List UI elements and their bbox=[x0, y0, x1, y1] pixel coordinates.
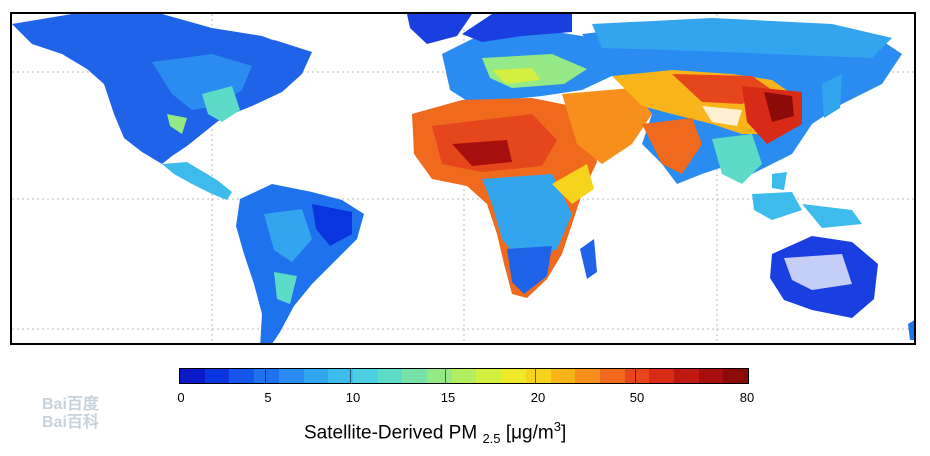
title-units-exponent: 3 bbox=[553, 419, 561, 434]
tick-label: 80 bbox=[739, 390, 755, 405]
new-zealand bbox=[908, 320, 914, 340]
colorbar-segment bbox=[525, 369, 551, 383]
colorbar-segment bbox=[575, 369, 600, 383]
south-america bbox=[236, 184, 364, 343]
tick-label: 20 bbox=[530, 390, 546, 405]
world-pm25-map bbox=[10, 12, 916, 345]
tick-label: 15 bbox=[440, 390, 456, 405]
se-asia-islands bbox=[752, 172, 862, 228]
japan bbox=[822, 74, 842, 118]
colorbar-segment bbox=[204, 369, 230, 383]
world-map-graphic bbox=[12, 14, 914, 343]
australia bbox=[770, 236, 878, 318]
colorbar-segment bbox=[501, 369, 526, 383]
europe bbox=[442, 14, 622, 104]
title-units-close: ] bbox=[560, 422, 567, 444]
colorbar-segment bbox=[180, 369, 205, 383]
colorbar-segment bbox=[402, 369, 428, 383]
tick-mark bbox=[350, 368, 351, 384]
watermark-line: Bai百科 bbox=[42, 414, 99, 431]
tick-mark bbox=[535, 368, 536, 384]
north-america bbox=[12, 14, 312, 200]
colorbar-segment bbox=[303, 369, 329, 383]
tick-label: 0 bbox=[177, 390, 185, 405]
colorbar-segment bbox=[377, 369, 403, 383]
title-units: [μg/m bbox=[505, 422, 554, 444]
colorbar-segment bbox=[278, 369, 304, 383]
colorbar-segment bbox=[698, 369, 724, 383]
colorbar-title: Satellite-Derived PM 2.5 [μg/m3] bbox=[304, 419, 566, 446]
africa bbox=[412, 98, 597, 298]
colorbar-segment bbox=[451, 369, 477, 383]
colorbar-segment bbox=[476, 369, 502, 383]
colorbar-segment bbox=[624, 369, 650, 383]
watermark-line: Bai百度 bbox=[42, 396, 99, 413]
tick-mark bbox=[635, 368, 636, 384]
colorbar-segment bbox=[599, 369, 625, 383]
colorbar-segment bbox=[427, 369, 452, 383]
asia bbox=[582, 18, 902, 184]
colorbar-segment bbox=[723, 369, 749, 383]
greenland bbox=[407, 14, 472, 44]
colorbar-segment bbox=[352, 369, 378, 383]
tick-mark bbox=[445, 368, 446, 384]
tick-label: 50 bbox=[629, 390, 645, 405]
colorbar bbox=[179, 368, 749, 384]
tick-label: 5 bbox=[264, 390, 272, 405]
colorbar-segment bbox=[649, 369, 675, 383]
colorbar-segment bbox=[254, 369, 279, 383]
colorbar-segment bbox=[674, 369, 699, 383]
title-main: Satellite-Derived PM bbox=[304, 422, 478, 444]
colorbar-segment bbox=[550, 369, 576, 383]
colorbar-segment bbox=[229, 369, 255, 383]
watermark-logo: Bai百度 Bai百科 bbox=[42, 396, 99, 432]
tick-label: 10 bbox=[345, 390, 361, 405]
arabia bbox=[562, 88, 652, 164]
title-subscript: 2.5 bbox=[482, 431, 501, 447]
colorbar-segment bbox=[328, 369, 353, 383]
tick-mark bbox=[265, 368, 266, 384]
